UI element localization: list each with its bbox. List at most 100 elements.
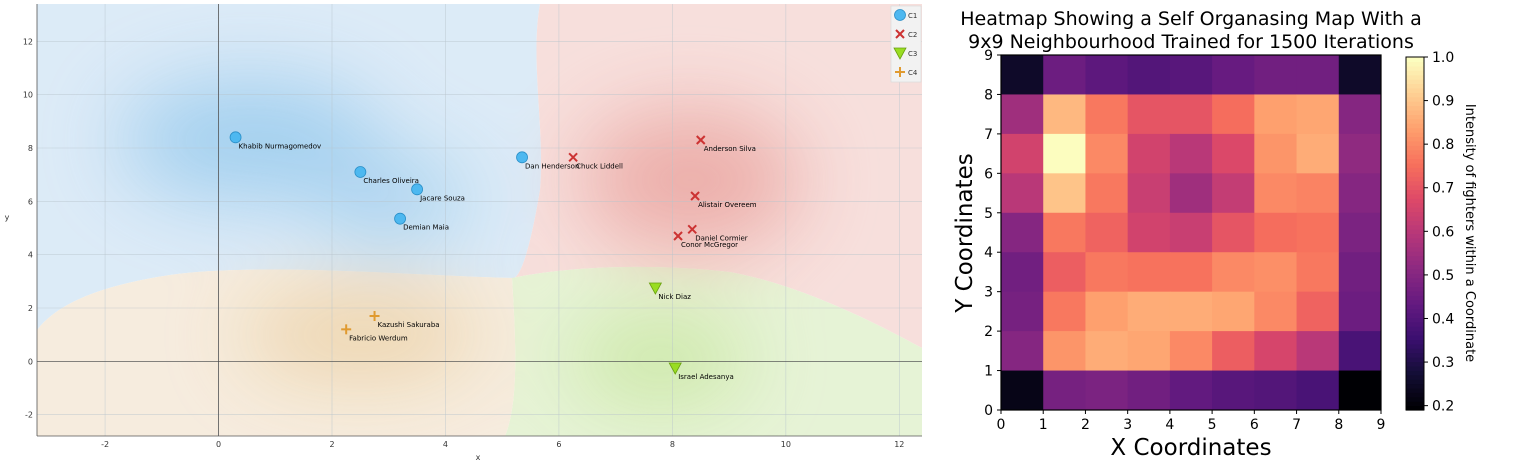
colorbar-tick-label: 1.0 [1432,50,1454,66]
legend-marker-c2 [895,29,905,39]
heatmap-cell [1001,212,1044,253]
heatmap-cell [1254,252,1298,293]
heatmap-cell [1338,55,1382,95]
point-label: Khabib Nurmagomedov [239,142,322,150]
heatmap-cell [1254,212,1298,253]
heatmap-cell [1254,331,1298,372]
heatmap-x-tick-label: 8 [1334,417,1343,433]
heatmap-x-tick-label: 2 [1081,417,1090,433]
scatter-x-label: x [476,453,481,461]
y-tick-label: 2 [28,304,33,313]
heatmap-cell [1338,370,1382,411]
colorbar-segment [1406,321,1424,327]
heatmap-cell [1001,252,1044,293]
colorbar-segment [1406,233,1424,239]
heatmap-y-label: Y Coordinates [952,153,978,313]
y-tick-label: 0 [28,357,33,366]
colorbar-segment [1406,198,1424,204]
point-label: Conor McGregor [681,241,738,249]
colorbar-segment [1406,211,1424,217]
heatmap-cell [1338,291,1382,332]
heatmap-y-tick-label: 7 [984,127,993,143]
colorbar-segment [1406,237,1424,243]
cluster-scatter-plot: -2 0 2 4 6 8 10 12 -2 0 2 4 6 8 10 12 x y Khabib Nurmag… [5,4,922,461]
colorbar-segment [1406,118,1424,124]
colorbar-segment [1406,277,1424,283]
colorbar-segment [1406,70,1424,76]
y-tick-label: 8 [28,144,33,153]
colorbar-segment [1406,374,1424,380]
legend-marker-c1 [894,9,906,21]
colorbar-segment [1406,396,1424,402]
colorbar-segment [1406,383,1424,389]
heatmap-cell [1085,291,1129,332]
heatmap-x-tick-label: 4 [1165,417,1174,433]
heatmap-cell [1212,212,1255,253]
heatmap-y-tick-label: 4 [984,245,993,261]
heatmap-cell [1169,55,1213,95]
colorbar-segment [1406,215,1424,221]
heatmap-cell [1254,55,1298,95]
colorbar-segment [1406,105,1424,111]
colorbar-segment [1406,162,1424,168]
scatter-axes [36,4,922,437]
heatmap-frame [1000,54,1382,411]
heatmap-cell [1085,55,1129,95]
colorbar-segment [1406,334,1424,340]
colorbar-segment [1406,132,1424,138]
x-tick-label: -2 [101,440,109,449]
colorbar-segment [1406,357,1424,363]
colorbar-segment [1406,149,1424,155]
heatmap-cell [1169,252,1213,293]
colorbar-tick-label: 0.5 [1432,268,1454,284]
scatter-y-label: y [5,213,10,222]
colorbar-segment [1406,74,1424,80]
heatmap-cell [1296,291,1340,332]
heatmap-cell [1085,94,1129,135]
glow-c1a [120,80,380,200]
x-tick-label: 2 [329,440,334,449]
heatmap-cell [1338,331,1382,372]
legend-label-c2: C2 [908,31,917,39]
point-label: Alistair Overeem [698,201,757,209]
heatmap-y-tick-label: 5 [984,206,993,222]
point-c2 [568,152,578,163]
heatmap-cell [1254,133,1298,174]
heatmap-y-tick-label: 6 [984,166,993,182]
heatmap-x-tick-label: 5 [1208,417,1217,433]
colorbar-label: Intensity of fighters within a Coordinat… [1462,104,1477,362]
heatmap-cell [1001,55,1044,95]
colorbar-segment [1406,259,1424,265]
heatmap-title-line-2: 9x9 Neighbourhood Trained for 1500 Itera… [968,31,1414,53]
colorbar-segment [1406,202,1424,208]
colorbar-segment [1406,220,1424,226]
colorbar-segment [1406,180,1424,186]
heatmap-cell [1296,133,1340,174]
colorbar-segment [1406,242,1424,248]
cluster-regions [37,4,922,436]
glow-c4a [240,290,480,380]
colorbar-segment [1406,343,1424,349]
colorbar-segment [1406,330,1424,336]
colorbar-segment [1406,123,1424,129]
colorbar-segment [1406,282,1424,288]
y-tick-label: 12 [23,37,33,46]
heatmap-cell [1043,291,1086,332]
colorbar-segment [1406,255,1424,261]
scatter-ticks: -2 0 2 4 6 8 10 12 -2 0 2 4 6 8 10 12 [23,37,905,449]
heatmap-cell [1043,331,1086,372]
heatmap-cell [1212,331,1255,372]
heatmap-cell [1085,212,1129,253]
heatmap-cell [1169,331,1213,372]
heatmap-cell [1085,133,1129,174]
colorbar-segment [1406,365,1424,371]
heatmap-cell [1296,55,1340,95]
colorbar-tick-label: 0.3 [1432,355,1454,371]
heatmap-cell [1212,291,1255,332]
colorbar-segment [1406,109,1424,115]
heatmap-cell [1169,370,1213,411]
heatmap-cell [1001,173,1044,214]
heatmap-cell [1127,173,1171,214]
colorbar-segment [1406,57,1424,63]
heatmap-cell [1043,133,1086,174]
